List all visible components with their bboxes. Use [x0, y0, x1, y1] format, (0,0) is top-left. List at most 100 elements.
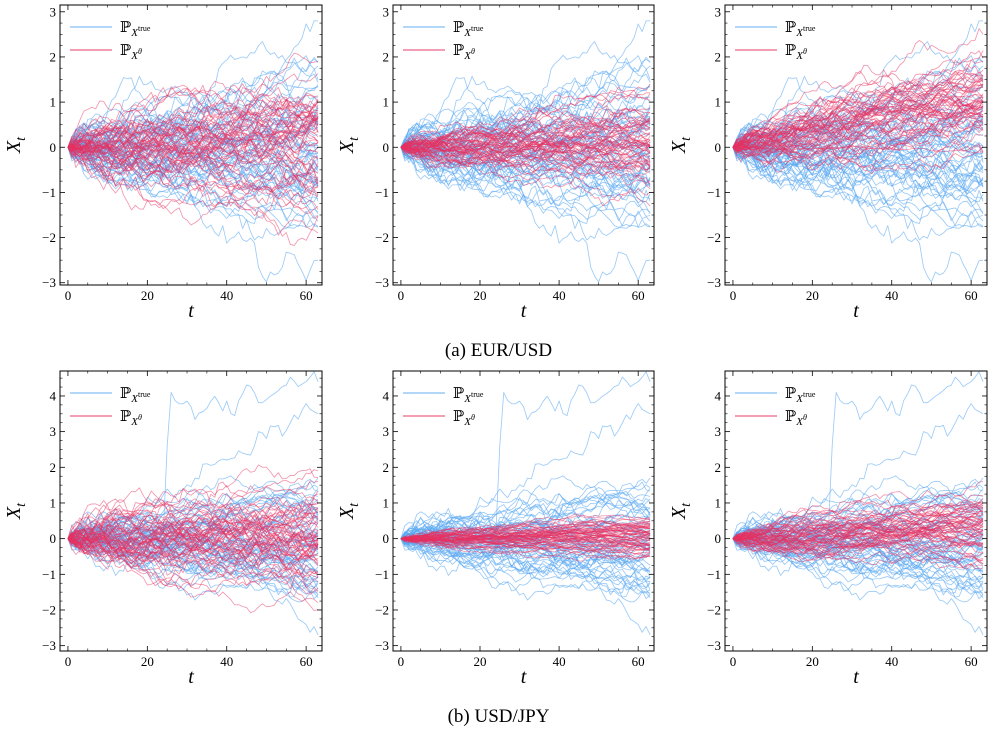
- x-tick-label: 20: [474, 654, 487, 669]
- legend: ℙXtrue ℙXθ: [70, 386, 151, 428]
- axes-frame: [724, 370, 988, 652]
- series-line: [732, 139, 984, 205]
- x-tick-label: 0: [65, 288, 72, 303]
- series-line: [67, 136, 319, 219]
- y-tick-label: 4: [50, 388, 57, 403]
- legend-label: ℙXθ: [453, 409, 475, 428]
- series-model: [400, 83, 651, 207]
- y-tick-label: 1: [50, 95, 57, 110]
- series-line: [67, 538, 319, 587]
- series-line: [732, 119, 984, 157]
- x-tick-label: 60: [632, 654, 645, 669]
- x-tick-label: 40: [885, 288, 898, 303]
- series-line: [67, 118, 319, 181]
- chart-panel-5: 0 20 40 60 −3 −2 −1 0 1 2 3 4 t Xt ℙXtrue ℙXθ: [336, 370, 655, 688]
- legend: ℙXtrue ℙXθ: [735, 20, 816, 62]
- chart-panel-1: 0 20 40 60 −3 −2 −1 0 1 2 3 t Xt ℙXtrue ℙXθ: [3, 4, 323, 322]
- series-line: [400, 131, 651, 154]
- y-axis-label: Xt: [668, 502, 694, 520]
- series-line: [67, 55, 319, 148]
- series-line: [67, 124, 319, 219]
- series-line: [400, 146, 651, 181]
- series-line: [732, 93, 984, 150]
- y-tick-label: −1: [42, 567, 56, 582]
- y-axis-label: Xt: [3, 502, 29, 520]
- y-tick-label: 1: [50, 495, 57, 510]
- y-axis-label: Xt: [668, 136, 694, 154]
- series-line: [400, 116, 651, 156]
- y-tick-label: 0: [383, 140, 390, 155]
- series-line: [67, 120, 319, 162]
- y-tick-label: −1: [707, 567, 721, 582]
- legend-label: ℙXθ: [785, 409, 807, 428]
- series-line: [67, 503, 319, 551]
- series-true: [400, 371, 651, 636]
- y-tick-label: −2: [707, 602, 721, 617]
- x-tick-label: 20: [141, 288, 154, 303]
- axes-frame: [724, 4, 988, 286]
- x-tick-label: 40: [553, 288, 566, 303]
- series-line: [67, 501, 319, 539]
- series-line: [400, 526, 651, 544]
- plot-area: [732, 20, 984, 283]
- series-line: [67, 130, 319, 164]
- x-tick-label: 0: [398, 654, 405, 669]
- x-tick-label: 0: [730, 288, 737, 303]
- series-line: [400, 139, 651, 205]
- chart-panel-6: 0 20 40 60 −3 −2 −1 0 1 2 3 4 t Xt ℙXtrue ℙXθ: [668, 370, 988, 688]
- series-line: [732, 72, 984, 154]
- series-line: [67, 519, 319, 552]
- legend-label: ℙXtrue: [453, 386, 484, 405]
- series-line: [67, 499, 319, 541]
- series-line: [732, 497, 984, 564]
- legend-label: ℙXθ: [453, 43, 475, 62]
- series-line: [732, 505, 984, 541]
- series-line: [732, 147, 984, 200]
- x-tick-label: 20: [474, 288, 487, 303]
- series-line: [732, 481, 984, 545]
- y-tick-label: −1: [707, 185, 721, 200]
- series-line: [400, 529, 651, 554]
- series-line: [400, 120, 651, 149]
- series-line: [400, 108, 651, 148]
- x-axis-label: t: [853, 666, 859, 688]
- series-line: [67, 98, 319, 148]
- x-tick-label: 40: [220, 288, 233, 303]
- series-line: [67, 137, 319, 175]
- series-line: [732, 71, 984, 148]
- y-axis-label: Xt: [336, 502, 362, 520]
- series-line: [400, 136, 651, 219]
- y-tick-label: −2: [707, 230, 721, 245]
- x-tick-label: 40: [553, 654, 566, 669]
- y-tick-label: −3: [42, 275, 56, 290]
- x-tick-label: 60: [632, 288, 645, 303]
- legend-label: ℙXtrue: [120, 386, 151, 405]
- series-line: [67, 113, 319, 171]
- y-tick-label: −2: [375, 602, 389, 617]
- series-line: [400, 57, 651, 148]
- x-tick-label: 60: [300, 654, 313, 669]
- x-tick-label: 0: [65, 654, 72, 669]
- series-line: [67, 505, 319, 555]
- legend-label: ℙXθ: [785, 43, 807, 62]
- series-line: [400, 523, 651, 540]
- legend-label: ℙXtrue: [453, 20, 484, 39]
- series-line: [400, 535, 651, 601]
- series-line: [400, 138, 651, 190]
- series-line: [67, 480, 319, 553]
- axes-frame: [392, 4, 655, 286]
- plot-area: [67, 371, 319, 636]
- y-tick-label: 4: [715, 388, 722, 403]
- series-line: [67, 93, 319, 156]
- series-line: [67, 103, 319, 153]
- legend-label: ℙXθ: [120, 43, 142, 62]
- y-tick-label: 2: [50, 460, 57, 475]
- series-line: [400, 136, 651, 161]
- y-tick-label: −2: [375, 230, 389, 245]
- series-line: [400, 142, 651, 167]
- y-tick-label: 0: [383, 531, 390, 546]
- legend-label: ℙXtrue: [785, 20, 816, 39]
- series-line: [732, 74, 984, 152]
- series-line: [400, 117, 651, 153]
- series-line: [67, 496, 319, 546]
